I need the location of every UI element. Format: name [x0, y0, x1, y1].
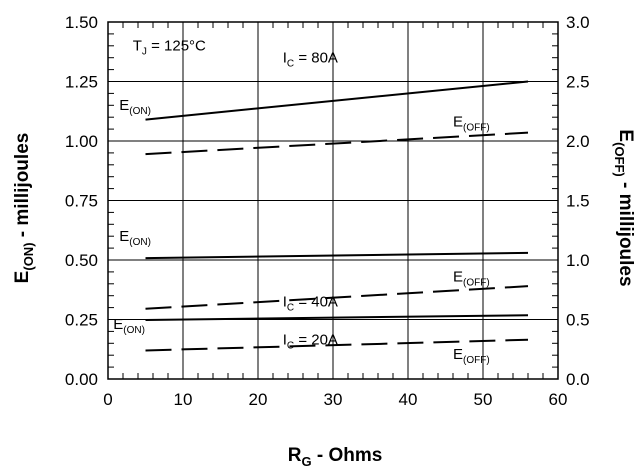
annotation-ic80: IC = 80A [283, 49, 338, 69]
series-eon-80a [145, 80, 529, 121]
x-tick-label: 50 [474, 390, 493, 409]
annotation-eoff40: E(OFF) [453, 268, 490, 288]
y-left-tick-label: 0.75 [65, 192, 98, 211]
y-right-tick-label: 2.0 [566, 132, 590, 151]
y-left-tick-label: 0.25 [65, 311, 98, 330]
annotation-eon40: E(ON) [119, 228, 151, 248]
y-left-tick-label: 1.00 [65, 132, 98, 151]
y-right-axis-title: E(OFF) - millijoules [612, 129, 636, 286]
x-tick-label: 20 [249, 390, 268, 409]
x-tick-label: 60 [549, 390, 568, 409]
series-eoff-80a [145, 131, 529, 156]
x-tick-label: 30 [324, 390, 343, 409]
x-tick-label: 10 [174, 390, 193, 409]
y-right-tick-label: 1.0 [566, 251, 590, 270]
annotation-tj: TJ = 125°C [133, 38, 206, 58]
annotation-eoff20: E(OFF) [453, 346, 490, 366]
x-tick-label: 40 [399, 390, 418, 409]
annotation-eon20: E(ON) [113, 316, 145, 336]
annotation-eoff80: E(OFF) [453, 114, 490, 134]
series-eon-20a [145, 314, 529, 321]
y-right-tick-label: 1.5 [566, 192, 590, 211]
y-right-tick-label: 0.0 [566, 370, 590, 389]
annotation-ic20: IC = 20A [283, 331, 338, 351]
y-left-tick-label: 0.00 [65, 370, 98, 389]
x-tick-label: 0 [103, 390, 112, 409]
annotation-eon80: E(ON) [119, 97, 151, 117]
series-layer [145, 80, 529, 352]
plot-frame [107, 21, 559, 380]
y-left-tick-label: 1.25 [65, 73, 98, 92]
y-right-tick-label: 0.5 [566, 311, 590, 330]
minor-tick-layer [108, 22, 558, 379]
y-left-tick-label: 1.50 [65, 13, 98, 32]
y-right-tick-label: 2.5 [566, 73, 590, 92]
x-axis-title: RG - Ohms [288, 445, 383, 469]
y-right-tick-label: 3.0 [566, 13, 590, 32]
series-eoff-20a [145, 338, 529, 352]
annotation-ic40: IC = 40A [283, 293, 338, 313]
y-left-tick-label: 0.50 [65, 251, 98, 270]
grid-layer [107, 21, 559, 380]
series-eon-40a [145, 251, 529, 260]
annotation-layer: TJ = 125°C IC = 80A E(ON) E(OFF) E(ON) IC = 4… [113, 38, 489, 366]
y-left-axis-title: E(ON) - millijoules [12, 133, 36, 284]
tick-label-layer: 0 10 20 30 40 50 60 0.00 0.25 0.50 0.75 1.00 1.25 1.5… [65, 13, 590, 409]
series-eoff-40a [145, 285, 529, 310]
